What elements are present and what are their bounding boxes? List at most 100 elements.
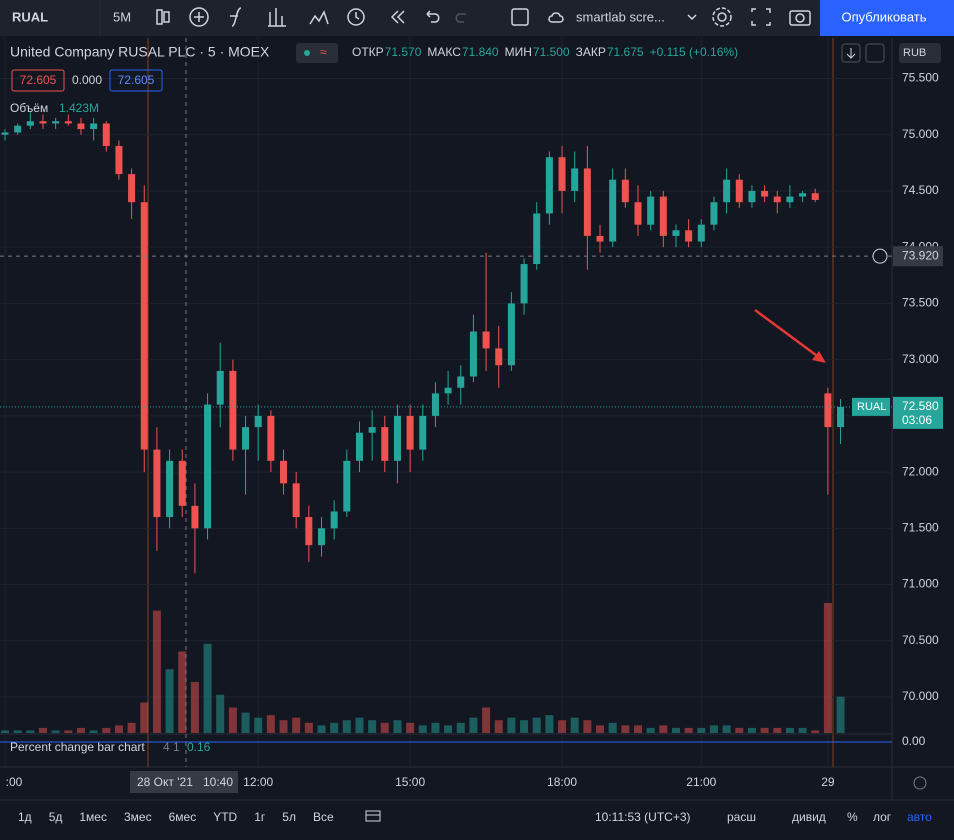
- x-tick-label: 15:00: [395, 775, 425, 789]
- volume-bar: [482, 707, 491, 733]
- volume-bar: [760, 727, 769, 733]
- ohlc-value: 71.500: [533, 45, 570, 59]
- range-button[interactable]: 5д: [49, 810, 63, 824]
- candle-body: [102, 123, 110, 146]
- candle-body: [128, 174, 136, 203]
- scale-option[interactable]: дивид: [792, 810, 826, 824]
- crosshair-date: 28 Окт '21: [137, 775, 193, 789]
- settings-icon[interactable]: [913, 776, 927, 790]
- badge: [11, 69, 65, 92]
- add-alert[interactable]: [872, 248, 888, 264]
- volume-bar: [469, 717, 478, 733]
- currency[interactable]: RUB: [903, 47, 926, 59]
- candle-body: [26, 121, 34, 126]
- volume-bar: [558, 720, 567, 733]
- range-button[interactable]: 1мес: [79, 810, 107, 824]
- candle-body: [216, 370, 224, 405]
- y-tick-label: 73.000: [902, 352, 939, 366]
- range-button[interactable]: 6мес: [169, 810, 197, 824]
- range-button[interactable]: YTD: [213, 810, 237, 824]
- toolbar-icons[interactable]: [156, 7, 811, 27]
- toolbar: [0, 0, 954, 36]
- candle-body: [191, 505, 199, 529]
- x-tick-label: :00: [6, 775, 23, 789]
- y-tick-label: 73.500: [902, 296, 939, 310]
- ohlc-value: 71.675: [607, 45, 644, 59]
- candle-body: [596, 235, 604, 242]
- candle-body: [393, 415, 401, 461]
- candle-body: [444, 387, 452, 394]
- range-button[interactable]: 1д: [18, 810, 32, 824]
- volume-bar: [1, 730, 9, 733]
- symbol-tag-label: RUAL: [857, 401, 886, 413]
- volume-bar: [114, 725, 123, 733]
- range-button[interactable]: Все: [313, 810, 334, 824]
- scale-option[interactable]: %: [847, 810, 858, 824]
- volume-bar: [608, 722, 617, 733]
- range-button[interactable]: 1г: [254, 810, 266, 824]
- ask-badge: 72.605: [118, 73, 155, 87]
- volume-bar: [355, 717, 364, 733]
- volume-bar: [659, 725, 668, 733]
- layout-name[interactable]: smartlab scre...: [576, 9, 665, 24]
- volume-bar: [26, 730, 35, 733]
- crosshair-price-box: [893, 246, 943, 267]
- crosshair-price: 73.920: [902, 248, 939, 262]
- volume-bar: [836, 696, 845, 733]
- scale-option[interactable]: лог: [873, 810, 892, 824]
- fit-button[interactable]: [865, 43, 885, 63]
- x-tick-label: 29: [821, 775, 835, 789]
- candle-body: [90, 123, 98, 130]
- range-button[interactable]: 5л: [282, 810, 296, 824]
- scroll-button[interactable]: [841, 43, 861, 63]
- candle-body: [824, 393, 832, 428]
- volume-bar: [671, 727, 680, 733]
- currency-button[interactable]: [899, 43, 941, 63]
- volume-bar: [304, 722, 313, 733]
- candle-body: [507, 303, 515, 366]
- candle-body: [343, 460, 351, 512]
- volume-bar: [51, 730, 60, 733]
- candle-body: [495, 348, 503, 366]
- volume-bar: [330, 722, 339, 733]
- candle-body: [39, 121, 47, 124]
- indicator-value: 0.16: [187, 740, 211, 754]
- scale-option[interactable]: расш: [727, 810, 756, 824]
- volume-bar: [583, 720, 592, 733]
- interval[interactable]: 5M: [113, 9, 131, 24]
- crosshair-time-box: [130, 771, 238, 793]
- volume-bar: [798, 727, 807, 733]
- volume-bar: [76, 727, 85, 733]
- symbol[interactable]: RUAL: [12, 9, 48, 24]
- volume-bar: [735, 727, 744, 733]
- candle-body: [469, 331, 477, 377]
- candle-body: [545, 157, 553, 214]
- candle-body: [457, 376, 465, 388]
- indicator-tick: 0.00: [902, 734, 926, 748]
- range-button[interactable]: 3мес: [124, 810, 152, 824]
- candle-body: [355, 432, 363, 461]
- y-tick-label: 72.000: [902, 464, 939, 478]
- volume-bar: [140, 702, 149, 733]
- candle-body: [166, 460, 174, 518]
- x-tick-label: 12:00: [243, 775, 273, 789]
- volume-bar: [431, 722, 440, 733]
- candle-body: [533, 213, 541, 265]
- volume-bar: [178, 651, 187, 733]
- publish-button[interactable]: [820, 0, 954, 36]
- candle-body: [280, 460, 288, 484]
- compare-icon[interactable]: [365, 810, 381, 822]
- scale-option[interactable]: авто: [907, 810, 932, 824]
- volume-bar: [570, 717, 579, 733]
- publish-label[interactable]: Опубликовать: [841, 9, 926, 24]
- volume-bar: [393, 720, 402, 733]
- candle-body: [710, 202, 718, 225]
- y-tick-label: 71.000: [902, 577, 939, 591]
- volume-bar: [190, 682, 199, 733]
- candle-body: [368, 427, 376, 433]
- status-dot: [304, 50, 310, 56]
- y-tick-label: 75.000: [902, 127, 939, 141]
- candle-body: [229, 370, 237, 450]
- volume-bar: [773, 727, 782, 733]
- volume-bar: [596, 725, 605, 733]
